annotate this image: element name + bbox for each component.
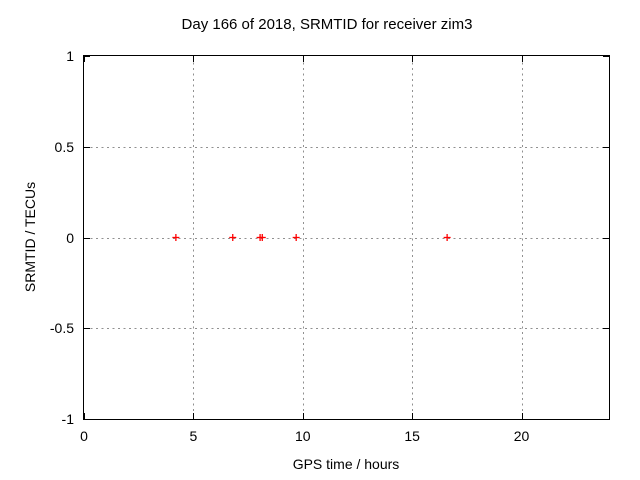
x-axis-label: GPS time / hours: [292, 456, 400, 472]
y-tick-label: -0.5: [49, 320, 74, 337]
chart-title: Day 166 of 2018, SRMTID for receiver zim…: [181, 16, 473, 33]
x-tick-label: 10: [294, 428, 311, 444]
y-tick-label: -1: [61, 411, 74, 427]
y-tick-label: 0.5: [54, 138, 74, 155]
x-tick-label: 15: [404, 428, 420, 444]
y-tick-label: 0: [66, 229, 74, 246]
x-tick-label: 20: [513, 428, 530, 444]
x-tick-label: 0: [80, 428, 88, 444]
y-tick-label: 1: [66, 48, 74, 64]
x-tick-label: 5: [189, 428, 198, 444]
plot-border: [83, 55, 610, 420]
